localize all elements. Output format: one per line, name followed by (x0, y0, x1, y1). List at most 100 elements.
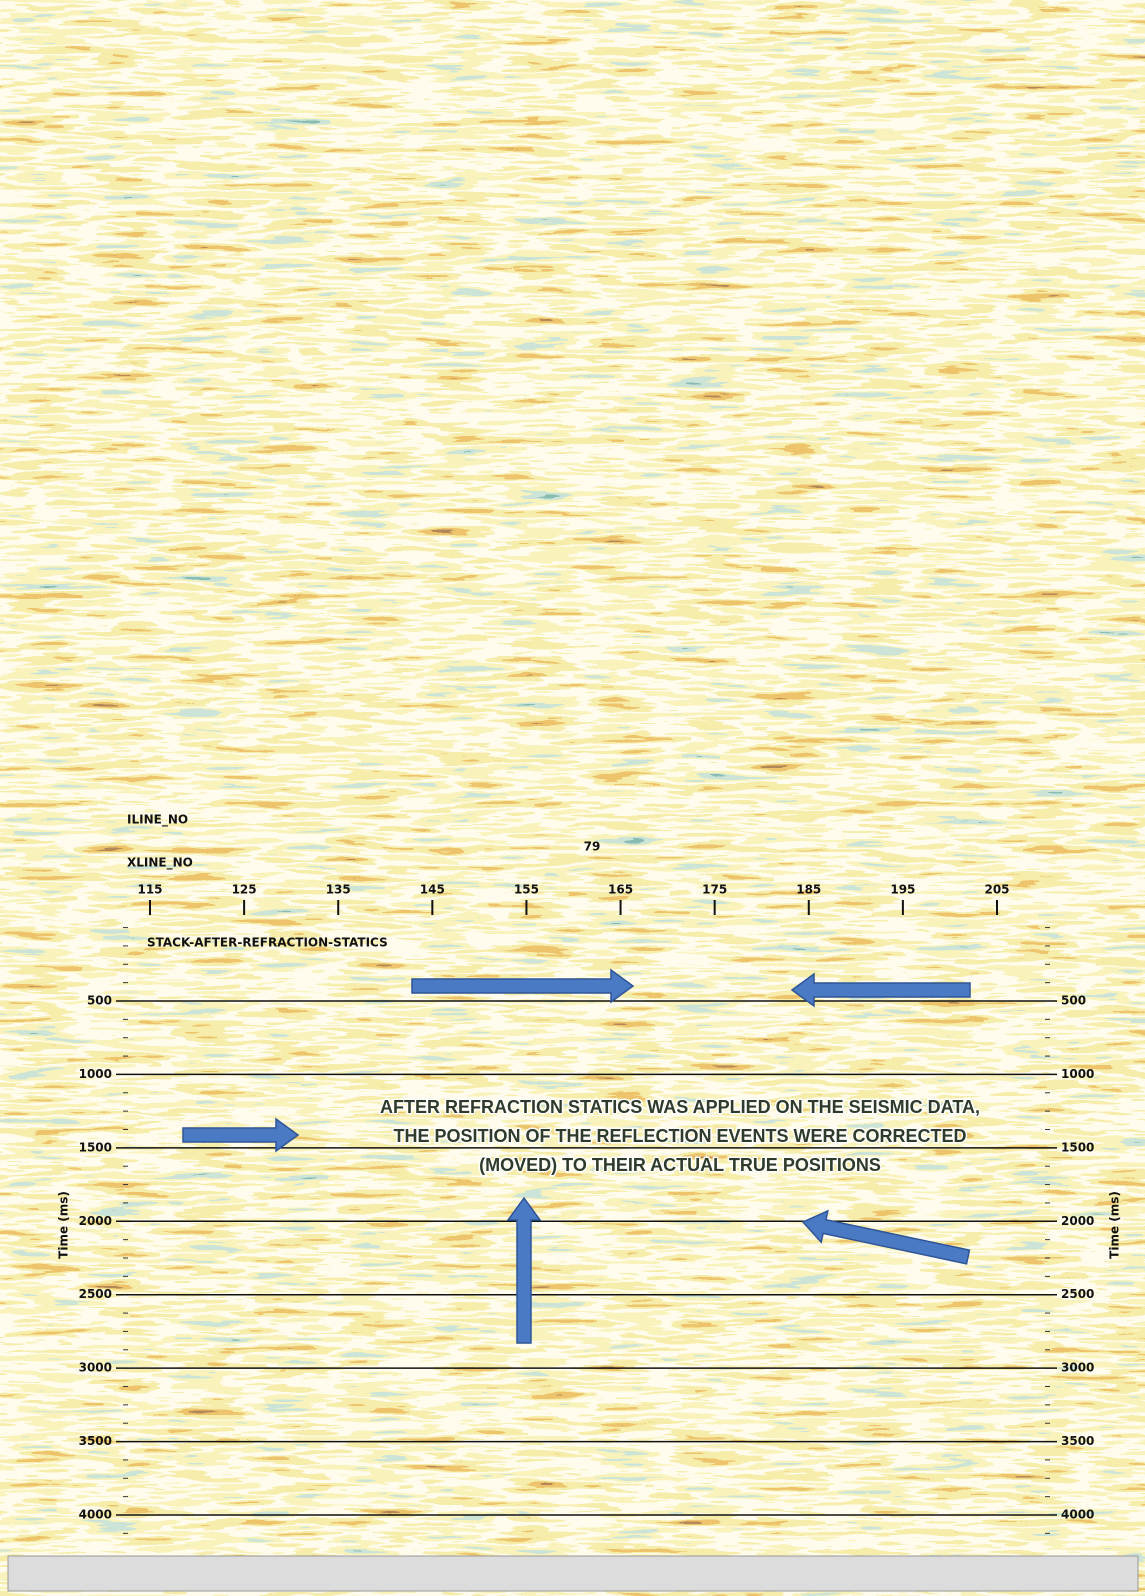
viewer-window: File ViewAnimationPicking Help Adxdt ILINE_N… (0, 10, 1145, 750)
derivative-tool-bottom[interactable]: dt (24, 465, 37, 480)
x-tick-label: 125 (224, 130, 249, 144)
y-tick-label-right: 1800 (1058, 660, 1091, 674)
menu-item[interactable]: File (18, 27, 47, 43)
y-tick-label-right: 1000 (1061, 1067, 1094, 1081)
xline-label: XLINE_NO (127, 856, 193, 871)
y-tick-label-right: 3000 (1061, 1361, 1094, 1375)
iline-value: 79 (584, 840, 601, 854)
help-menu[interactable]: Help (1102, 773, 1138, 789)
iline-label: ILINE_NO (122, 65, 183, 80)
y-tick-label-left: 3500 (79, 1434, 112, 1448)
zoom-button[interactable] (14, 939, 36, 965)
y-tick-label-left: 2500 (79, 1287, 112, 1301)
x-tick-label: 145 (411, 130, 436, 144)
iline-label: ILINE_NO (127, 813, 188, 828)
menu-item[interactable]: View (55, 773, 93, 789)
y-tick-label-left: 3000 (79, 1361, 112, 1375)
x-tick-label: 195 (879, 130, 904, 144)
derivative-tool-top[interactable]: dx (9, 1194, 25, 1209)
y-tick-label-left: 4000 (79, 1508, 112, 1522)
x-tick-label: 165 (608, 883, 633, 897)
annotation-text: AFTER REFRACTION STATICS WAS APPLIED ON … (380, 1097, 980, 1117)
iline-value: 79 (572, 89, 589, 103)
x-tick-label: 205 (984, 883, 1009, 897)
y-tick-label-left: 1000 (79, 1067, 112, 1081)
menu-item[interactable]: Picking (173, 773, 230, 789)
menu-item[interactable]: View (55, 27, 93, 43)
y-tick-label-left: 500 (87, 994, 112, 1008)
y-tick-label-left: 1600 (73, 604, 106, 618)
brush-button[interactable] (14, 1025, 36, 1055)
copy-button[interactable] (14, 983, 36, 1009)
y-axis-label-left: Time (ms) (51, 411, 65, 479)
y-tick-label-right: 3500 (1061, 1434, 1094, 1448)
y-tick-label-right: 2500 (1061, 1287, 1094, 1301)
y-tick-label-left: 1400 (73, 549, 106, 563)
annotation-text: STRAIGHT AND CLEARER (474, 361, 701, 381)
y-tick-label-right: 1500 (1061, 1140, 1094, 1154)
annotation-text: EVENTS ARE BECOMING (479, 334, 697, 354)
x-tick-label: 125 (232, 883, 257, 897)
annotation-text: THE POSITION OF THE REFLECTION EVENTS WE… (393, 1126, 966, 1146)
display-button[interactable] (14, 1239, 36, 1277)
x-tick-label: 145 (420, 883, 445, 897)
help-menu[interactable]: Help (1102, 27, 1138, 43)
pan-button[interactable] (14, 360, 36, 382)
status-bar (8, 1556, 1138, 1591)
annotation-text: (MOVED) TO THEIR ACTUAL TRUE POSITIONS (479, 1155, 881, 1175)
x-tick-label: 135 (326, 883, 351, 897)
x-tick-label: 205 (972, 130, 997, 144)
toolbar-group: Adxdt (8, 803, 45, 1552)
section-title: STACK-AFTER-REFRACTION-STATICS (147, 936, 388, 950)
header-area (46, 56, 1046, 164)
screenshot: FileViewAnimationPickingHelpAdxdtILINE_N… (0, 0, 1145, 1596)
derivative-tool-top[interactable]: dx (9, 449, 25, 464)
y-tick-label-right: 500 (1061, 994, 1086, 1008)
y-tick-label-left: 2000 (79, 1214, 112, 1228)
y-tick-label-left: 200 (81, 219, 106, 233)
y-tick-label-left: 400 (81, 274, 106, 288)
menu-item[interactable]: Animation (97, 773, 178, 789)
y-tick-label-left: 800 (81, 384, 106, 398)
text-tool[interactable]: A (13, 1150, 37, 1183)
x-tick-label: 185 (796, 883, 821, 897)
x-tick-label: 175 (692, 130, 717, 144)
header-area (46, 801, 1046, 921)
y-tick-label-left: 1200 (73, 494, 106, 508)
x-tick-label: 115 (137, 883, 162, 897)
toolbar (8, 58, 45, 720)
x-tick-label: 115 (130, 130, 155, 144)
brush-button[interactable] (14, 280, 36, 310)
x-tick-label: 155 (505, 130, 530, 144)
y-tick-label-right: 1200 (1058, 494, 1091, 508)
derivative-tool-bottom[interactable]: dt (24, 1210, 37, 1225)
y-tick-label-right: 600 (1058, 329, 1083, 343)
section-title: STACK-AFTER-1ST-RESIDUAL-STATICS (140, 200, 390, 214)
zoom-button[interactable] (14, 194, 36, 220)
menu-item[interactable]: Animation (97, 27, 178, 43)
y-tick-label-left: 600 (81, 329, 106, 343)
y-tick-label-left: 1500 (79, 1140, 112, 1154)
y-tick-label-right: 800 (1058, 384, 1083, 398)
y-tick-label-right: 1600 (1058, 604, 1091, 618)
y-tick-label-left: 1800 (73, 660, 106, 674)
y-tick-label-right: 4000 (1061, 1508, 1094, 1522)
xline-label: XLINE_NO (122, 103, 188, 118)
menu-item[interactable]: File (18, 773, 47, 789)
x-tick-label: 195 (890, 883, 915, 897)
y-axis-label-right: Time (ms) (1108, 1191, 1122, 1259)
text-tool[interactable]: A (13, 405, 37, 438)
x-tick-label: 175 (702, 883, 727, 897)
display-button[interactable] (14, 494, 36, 532)
y-tick-label-left: 1000 (73, 439, 106, 453)
x-tick-label: 155 (514, 883, 539, 897)
pan-button[interactable] (14, 1105, 36, 1127)
y-axis-label-right: Time (ms) (1105, 411, 1119, 479)
copy-button[interactable] (14, 238, 36, 264)
y-tick-label-right: 200 (1058, 219, 1083, 233)
menu-item[interactable]: Picking (173, 27, 230, 43)
x-tick-label: 185 (785, 130, 810, 144)
y-tick-label-right: 400 (1058, 274, 1083, 288)
